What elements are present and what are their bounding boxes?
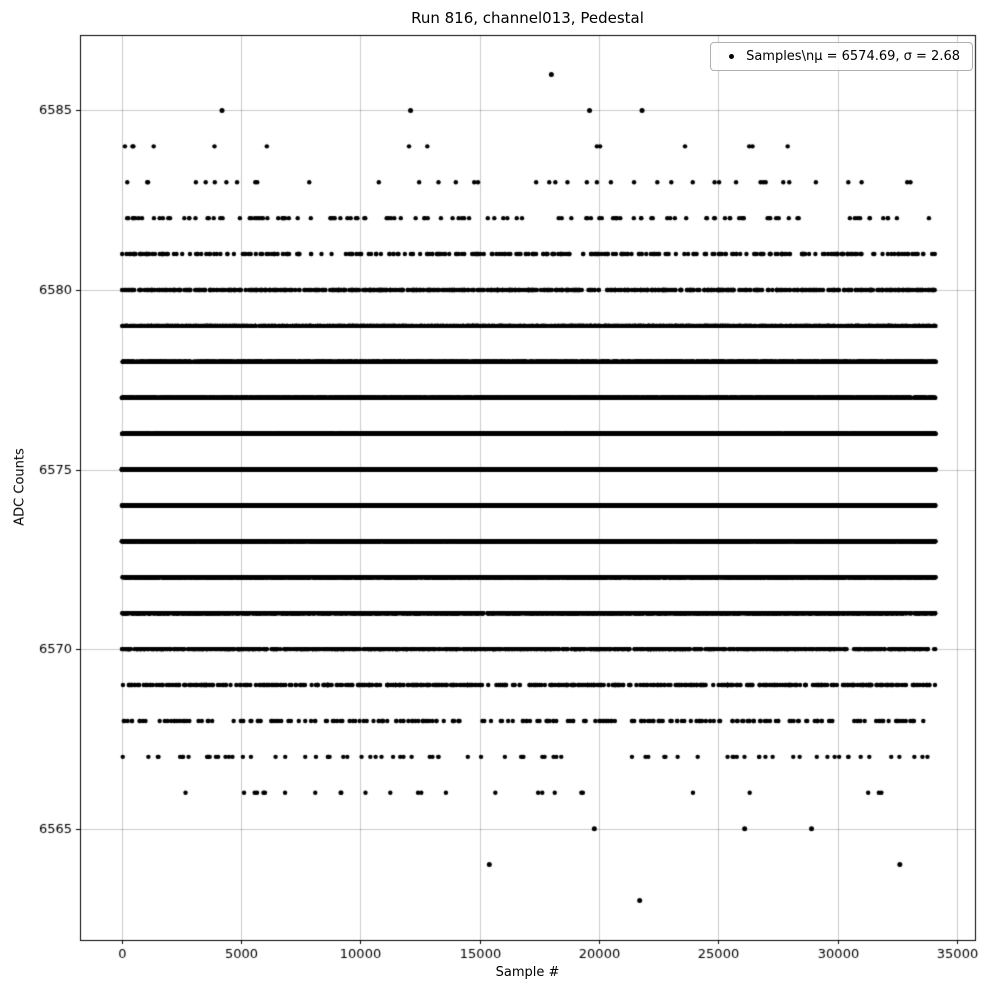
samples-marker-icon — [729, 54, 735, 59]
x-axis-label: Sample # — [495, 965, 560, 980]
y-axis-label: ADC Counts — [12, 448, 28, 526]
legend: Samples\nμ = 6574.69, σ = 2.68 — [710, 42, 973, 71]
chart-title: Run 816, channel013, Pedestal — [411, 9, 644, 27]
legend-label: Samples\nμ = 6574.69, σ = 2.68 — [746, 49, 960, 64]
